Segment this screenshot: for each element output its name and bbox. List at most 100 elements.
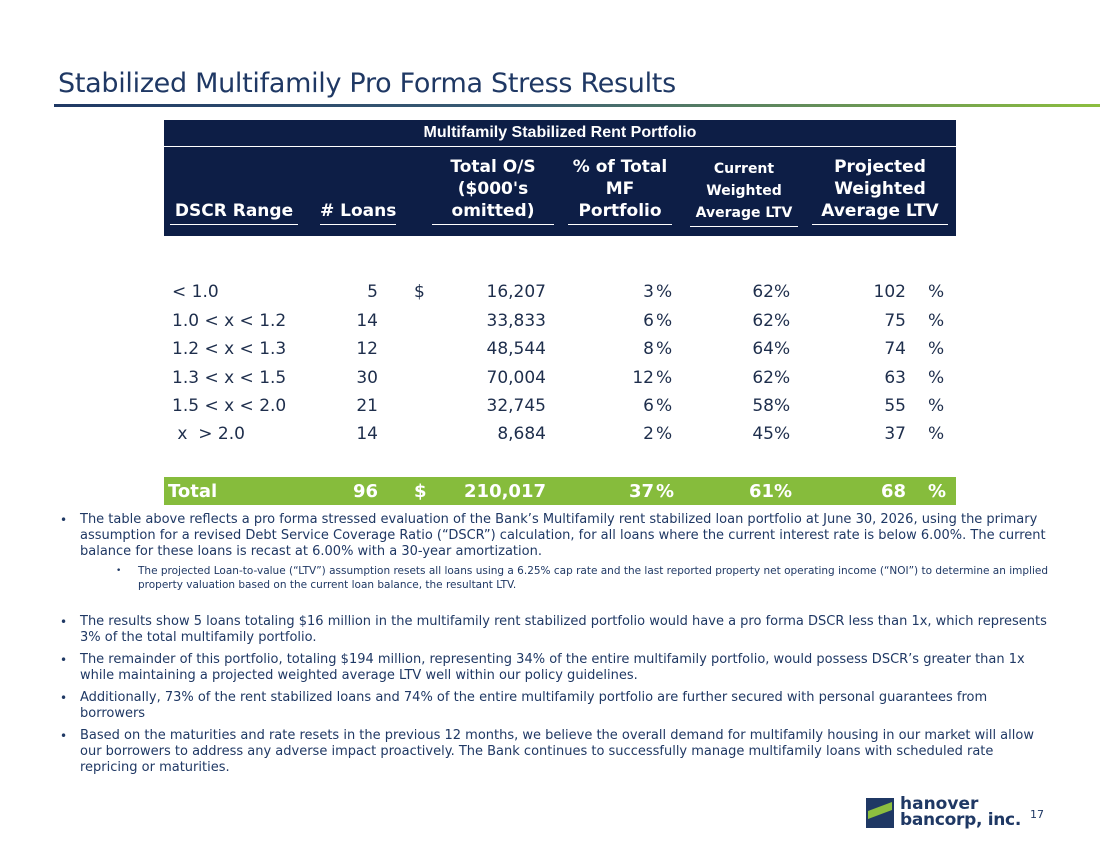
header-pct-total-line2: MF: [605, 179, 635, 199]
table-row: x > 2.0 14 8,684 2 % 45 % 37 %: [164, 424, 956, 448]
slide-title: Stabilized Multifamily Pro Forma Stress …: [58, 68, 676, 99]
total-dollar-sign: $: [414, 481, 427, 502]
logo-text-hanover: hanover: [900, 794, 979, 814]
cell-loans: 5: [367, 282, 378, 302]
cell-current-ltv-symbol: %: [774, 368, 791, 388]
header-pct-total-line3: Portfolio: [578, 201, 662, 221]
total-current-ltv-symbol: %: [774, 481, 793, 502]
header-total-os-line3: omitted): [451, 201, 535, 221]
header-pct-total-line1: % of Total: [572, 157, 668, 177]
header-dscr-range: DSCR Range: [170, 200, 298, 225]
cell-loans: 30: [356, 368, 378, 388]
cell-total-os: 48,544: [486, 339, 546, 359]
cell-total-os: 33,833: [486, 311, 546, 331]
total-current-ltv: 61: [748, 481, 774, 502]
header-current-ltv-line2: Weighted: [706, 183, 782, 199]
cell-pct-symbol: %: [656, 311, 673, 331]
cell-projected-ltv: 55: [884, 396, 906, 416]
cell-pct-symbol: %: [656, 424, 673, 444]
cell-pct-total: 6: [643, 311, 654, 331]
hanover-logo-icon: [866, 798, 894, 828]
cell-current-ltv: 45: [752, 424, 774, 444]
cell-total-os: 16,207: [486, 282, 546, 302]
cell-projected-ltv: 75: [884, 311, 906, 331]
table-total-row: Total 96 $ 210,017 37 % 61 % 68 %: [164, 477, 956, 505]
cell-pct-total: 8: [643, 339, 654, 359]
cell-current-ltv-symbol: %: [774, 339, 791, 359]
cell-pct-total: 3: [643, 282, 654, 302]
sub-bullet-item: The projected Loan-to-value (“LTV”) assu…: [58, 564, 1048, 592]
table-row: 1.0 < x < 1.2 14 33,833 6 % 62 % 75 %: [164, 311, 956, 335]
cell-projected-ltv: 102: [873, 282, 906, 302]
total-pct-symbol: %: [656, 481, 675, 502]
bullet-item: The results show 5 loans totaling $16 mi…: [58, 614, 1048, 646]
total-loans: 96: [352, 481, 378, 502]
cell-projected-ltv: 37: [884, 424, 906, 444]
total-pct: 37: [628, 481, 654, 502]
cell-dscr-range: < 1.0: [172, 282, 219, 302]
cell-dscr-range: 1.3 < x < 1.5: [172, 368, 287, 388]
cell-loans: 21: [356, 396, 378, 416]
table-row: 1.2 < x < 1.3 12 48,544 8 % 64 % 74 %: [164, 339, 956, 363]
header-total-os-line2: ($000's: [457, 179, 529, 199]
total-projected-ltv: 68: [880, 481, 906, 502]
header-current-ltv: Current Weighted Average LTV: [690, 158, 798, 227]
cell-current-ltv-symbol: %: [774, 311, 791, 331]
cell-dollar-sign: $: [414, 282, 425, 302]
cell-dscr-range: 1.2 < x < 1.3: [172, 339, 287, 359]
page-number: 17: [1030, 808, 1044, 821]
cell-current-ltv: 62: [752, 282, 774, 302]
header-projected-ltv-line3: Average LTV: [821, 201, 939, 221]
cell-projected-ltv-symbol: %: [928, 339, 945, 359]
cell-total-os: 70,004: [486, 368, 546, 388]
cell-projected-ltv-symbol: %: [928, 368, 945, 388]
total-label: Total: [168, 481, 218, 502]
bullet-item: Based on the maturities and rate resets …: [58, 728, 1048, 776]
header-pct-total: % of Total MF Portfolio: [568, 156, 672, 225]
bullet-item: Additionally, 73% of the rent stabilized…: [58, 690, 1048, 722]
cell-projected-ltv-symbol: %: [928, 282, 945, 302]
cell-current-ltv-symbol: %: [774, 396, 791, 416]
cell-pct-symbol: %: [656, 339, 673, 359]
cell-projected-ltv-symbol: %: [928, 396, 945, 416]
header-total-os: Total O/S ($000's omitted): [432, 156, 554, 225]
cell-projected-ltv-symbol: %: [928, 311, 945, 331]
cell-projected-ltv-symbol: %: [928, 424, 945, 444]
header-projected-ltv-line2: Weighted: [834, 179, 926, 199]
cell-current-ltv: 62: [752, 368, 774, 388]
cell-pct-symbol: %: [656, 396, 673, 416]
cell-dscr-range: x > 2.0: [172, 424, 245, 444]
header-projected-ltv: Projected Weighted Average LTV: [812, 156, 948, 225]
company-logo: hanover bancorp, inc.: [866, 794, 1026, 834]
cell-dscr-range: 1.0 < x < 1.2: [172, 311, 287, 331]
cell-pct-total: 6: [643, 396, 654, 416]
logo-text-bancorp-label: bancorp, inc.: [900, 810, 1021, 830]
table-row: 1.3 < x < 1.5 30 70,004 12 % 62 % 63 %: [164, 368, 956, 392]
table-row: < 1.0 5 $ 16,207 3 % 62 % 102 %: [164, 282, 956, 306]
bullet-item: The table above reflects a pro forma str…: [58, 512, 1048, 560]
bullet-list: The table above reflects a pro forma str…: [58, 512, 1048, 776]
cell-current-ltv: 58: [752, 396, 774, 416]
cell-current-ltv-symbol: %: [774, 282, 791, 302]
header-current-ltv-line1: Current: [713, 161, 775, 177]
total-projected-ltv-symbol: %: [928, 481, 947, 502]
cell-loans: 12: [356, 339, 378, 359]
header-total-os-line1: Total O/S: [450, 157, 536, 177]
cell-projected-ltv: 74: [884, 339, 906, 359]
header-loans: # Loans: [320, 200, 396, 225]
header-current-ltv-line3: Average LTV: [695, 205, 793, 221]
table-header: Multifamily Stabilized Rent Portfolio DS…: [164, 120, 956, 236]
logo-text-bancorp: bancorp, inc.: [900, 810, 1021, 830]
table-title: Multifamily Stabilized Rent Portfolio: [423, 124, 697, 141]
cell-pct-total: 12: [632, 368, 654, 388]
title-underline: [54, 104, 1100, 107]
cell-current-ltv: 62: [752, 311, 774, 331]
header-divider: [164, 146, 956, 147]
cell-total-os: 8,684: [497, 424, 546, 444]
header-projected-ltv-line1: Projected: [834, 157, 926, 177]
total-os: 210,017: [464, 481, 546, 502]
cell-pct-symbol: %: [656, 368, 673, 388]
cell-total-os: 32,745: [486, 396, 546, 416]
cell-dscr-range: 1.5 < x < 2.0: [172, 396, 287, 416]
cell-projected-ltv: 63: [884, 368, 906, 388]
